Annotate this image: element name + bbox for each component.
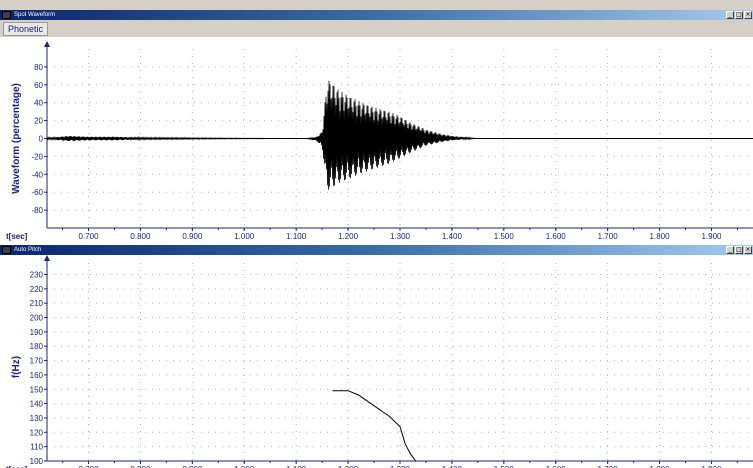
waveform-window: Spot Waveform _ □ × Phonetic 80 60 40 20 0 -2… xyxy=(0,10,753,245)
waveform-trace xyxy=(46,80,753,190)
x-tick-label: 1.000 xyxy=(234,465,255,468)
y-tick-label: -40 xyxy=(31,170,43,179)
restore-button[interactable]: □ xyxy=(735,11,743,19)
y-tick-label: 150 xyxy=(30,385,44,394)
y-tick-label: 60 xyxy=(34,81,43,90)
y-tick-label: 120 xyxy=(30,428,44,437)
x-axis-title: t[sec] xyxy=(6,465,28,468)
y-tick-label: 160 xyxy=(30,371,44,380)
pitch-titlebar[interactable]: Auto Pitch _ □ × xyxy=(0,245,753,255)
tab-phonetic[interactable]: Phonetic xyxy=(3,22,49,36)
x-tick-label: 1.700 xyxy=(598,465,619,468)
y-tick-label: 170 xyxy=(30,357,44,366)
minimize-button[interactable]: _ xyxy=(726,11,734,19)
y-tick-label: 210 xyxy=(30,299,44,308)
x-tick-label: 1.800 xyxy=(650,232,671,241)
y-tick-label: 230 xyxy=(30,270,44,279)
window-controls: _ □ × xyxy=(726,246,752,254)
x-tick-label: 1.900 xyxy=(701,465,722,468)
y-tick-label: -60 xyxy=(31,188,43,197)
y-tick-label: 140 xyxy=(30,400,44,409)
window-controls: _ □ × xyxy=(726,11,752,19)
y-tick-label: -80 xyxy=(31,206,43,215)
y-tick-label: 0 xyxy=(39,135,44,144)
x-tick-label: 1.900 xyxy=(701,232,722,241)
x-tick-label: 1.100 xyxy=(286,232,307,241)
pitch-chart: 230 220 210 200 190 180 170 160 150 140 130 120 110 1… xyxy=(6,255,753,468)
x-tick-label: 0.900 xyxy=(182,465,203,468)
restore-button[interactable]: □ xyxy=(735,246,743,254)
x-tick-label: 1.000 xyxy=(234,232,255,241)
x-tick-label: 1.200 xyxy=(338,232,359,241)
x-tick-label: 0.900 xyxy=(182,232,203,241)
x-axis-title: t[sec] xyxy=(6,232,28,241)
minimize-button[interactable]: _ xyxy=(726,246,734,254)
waveform-plot-area[interactable]: 80 60 40 20 0 -20 -40 -60 -80 0.700 0.800 0.900 1.00… xyxy=(0,37,753,245)
x-tick-label: 1.300 xyxy=(390,232,411,241)
pitch-window: Auto Pitch _ □ × 230 220 210 200 190 180 170 16… xyxy=(0,245,753,468)
y-tick-label: 80 xyxy=(34,63,43,72)
app-icon xyxy=(2,246,11,254)
waveform-titlebar[interactable]: Spot Waveform _ □ × xyxy=(0,10,753,20)
y-tick-label: 20 xyxy=(34,117,43,126)
x-tick-label: 1.600 xyxy=(546,465,567,468)
x-tick-label: 1.200 xyxy=(338,465,359,468)
close-button[interactable]: × xyxy=(744,11,752,19)
y-tick-label: 110 xyxy=(30,443,43,452)
x-tick-label: 0.800 xyxy=(130,465,151,468)
x-tick-label: 1.400 xyxy=(442,232,463,241)
window-title: Spot Waveform xyxy=(14,12,56,18)
x-tick-label: 1.700 xyxy=(598,232,619,241)
y-tick-label: -20 xyxy=(31,152,43,161)
window-title: Auto Pitch xyxy=(14,247,42,253)
app-icon xyxy=(2,11,11,19)
y-axis-title: Waveform (percentage) xyxy=(11,83,22,194)
y-tick-label: 190 xyxy=(30,328,44,337)
y-tick-label: 40 xyxy=(34,99,43,108)
y-axis-arrow xyxy=(44,41,50,47)
close-button[interactable]: × xyxy=(744,246,752,254)
x-tick-label: 1.500 xyxy=(494,232,515,241)
waveform-chart: 80 60 40 20 0 -20 -40 -60 -80 0.700 0.800 0.900 1.00… xyxy=(6,41,753,241)
y-tick-label: 100 xyxy=(30,457,44,466)
y-tick-label: 180 xyxy=(30,342,44,351)
x-tick-label: 0.700 xyxy=(79,232,100,241)
x-tick-label: 1.500 xyxy=(494,465,515,468)
pitch-plot-area[interactable]: 230 220 210 200 190 180 170 160 150 140 130 120 110 1… xyxy=(0,255,753,468)
y-axis-arrow xyxy=(44,255,50,261)
y-axis-title: f(Hz) xyxy=(11,356,22,378)
x-tick-label: 1.400 xyxy=(442,465,463,468)
x-tick-label: 1.100 xyxy=(286,465,307,468)
x-tick-label: 0.800 xyxy=(130,232,151,241)
x-tick-label: 1.300 xyxy=(390,465,411,468)
x-tick-label: 1.800 xyxy=(650,465,671,468)
x-tick-label: 1.600 xyxy=(546,232,567,241)
pitch-trace xyxy=(332,390,417,462)
x-tick-label: 0.700 xyxy=(79,465,100,468)
y-tick-label: 130 xyxy=(30,414,44,423)
y-tick-label: 200 xyxy=(30,314,44,323)
y-tick-label: 220 xyxy=(30,285,44,294)
